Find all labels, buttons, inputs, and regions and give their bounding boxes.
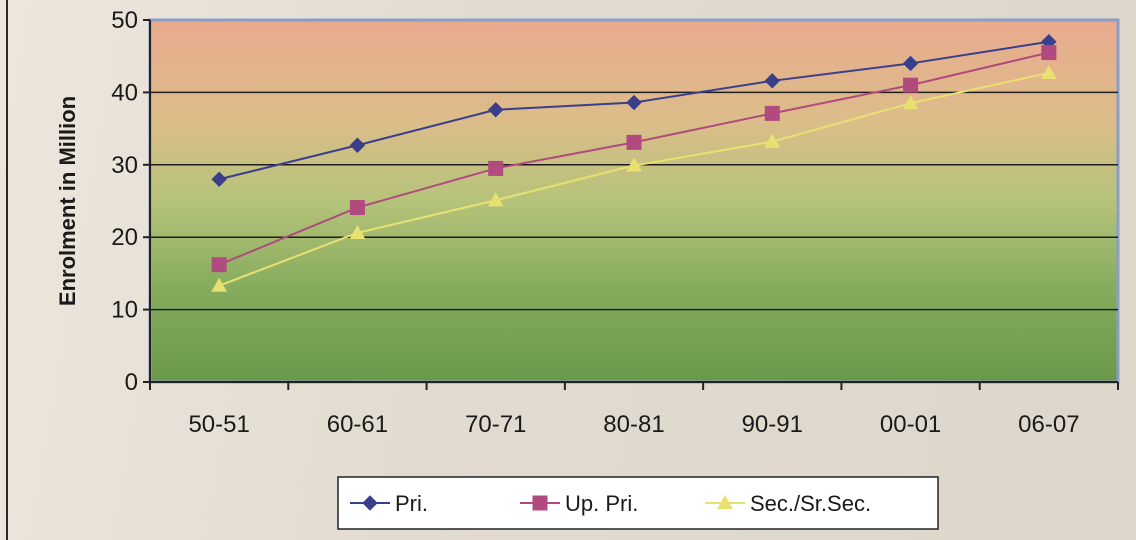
y-tick-label: 0: [125, 369, 138, 396]
data-point: [1041, 45, 1057, 61]
legend-label: Pri.: [395, 491, 428, 516]
data-point: [211, 171, 227, 187]
data-point: [349, 137, 366, 153]
data-point: [488, 160, 504, 176]
data-point: [764, 105, 780, 121]
legend-marker: [362, 495, 378, 511]
y-tick-label: 10: [111, 297, 138, 324]
x-tick-label: 70-71: [465, 411, 526, 438]
legend-entry: Up. Pri.: [520, 491, 638, 516]
left-border-line: [6, 0, 8, 540]
x-tick-label: 50-51: [188, 411, 249, 438]
data-point: [764, 133, 781, 148]
data-point: [349, 224, 366, 239]
data-point: [487, 192, 504, 207]
legend-box: [337, 476, 939, 530]
data-point: [1041, 64, 1057, 79]
data-point: [626, 134, 642, 150]
y-tick-label: 40: [111, 79, 138, 106]
legend: Pri. Up. Pri. Sec./Sr.Sec.: [337, 476, 939, 530]
legend-entry: Sec./Sr.Sec.: [705, 491, 871, 516]
data-point: [764, 73, 780, 89]
x-tick-label: 06-07: [1018, 411, 1079, 438]
x-axis-ticks: 50-51 60-61 70-71 80-81 90-91 00-01 06-07: [149, 382, 1119, 438]
legend-marker: [717, 494, 733, 510]
y-axis-ticks: 0 10 20 30 40 50: [111, 7, 150, 396]
x-tick-label: 80-81: [603, 411, 664, 438]
y-tick-label: 50: [111, 7, 138, 34]
y-axis-title: Enrolment in Million: [55, 96, 80, 306]
series-lines: [211, 34, 1057, 292]
data-point: [626, 157, 642, 172]
x-tick-label: 90-91: [742, 411, 803, 438]
series-3: [211, 64, 1057, 292]
legend-entry: Pri.: [350, 491, 428, 516]
legend-label: Up. Pri.: [565, 491, 638, 516]
axes: [149, 20, 1118, 383]
data-point: [488, 102, 504, 118]
data-point: [626, 94, 642, 111]
data-point: [211, 277, 227, 292]
x-tick-label: 60-61: [327, 411, 388, 438]
data-point: [902, 55, 919, 72]
legend-label: Sec./Sr.Sec.: [750, 491, 871, 516]
data-point: [211, 257, 227, 273]
data-point: [902, 95, 919, 110]
y-tick-label: 20: [111, 224, 138, 251]
data-point: [349, 200, 365, 216]
legend-marker: [532, 495, 548, 511]
x-tick-label: 00-01: [880, 411, 941, 438]
y-tick-label: 30: [111, 152, 138, 179]
data-point: [903, 77, 919, 93]
plot-area: [148, 18, 1120, 384]
series-2: [211, 45, 1057, 273]
